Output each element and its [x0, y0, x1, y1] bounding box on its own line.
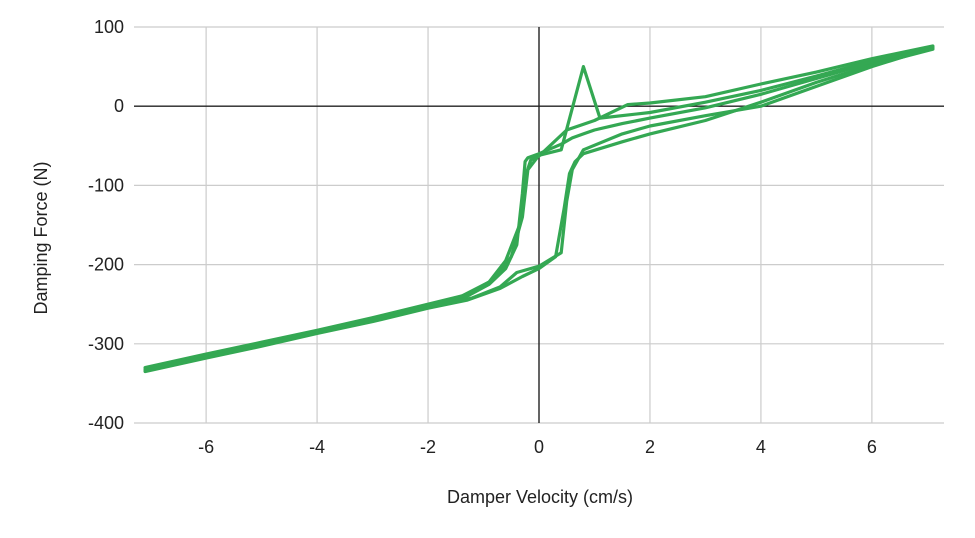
y-tick-label: 100: [94, 17, 124, 37]
y-axis-title: Damping Force (N): [31, 161, 51, 314]
y-tick-label: -300: [88, 334, 124, 354]
y-tick-label: -400: [88, 413, 124, 433]
x-tick-label: 0: [534, 437, 544, 457]
y-tick-label: -100: [88, 175, 124, 195]
x-tick-label: 2: [645, 437, 655, 457]
x-tick-labels: -6 -4 -2 0 2 4 6: [198, 437, 877, 457]
x-tick-label: -6: [198, 437, 214, 457]
x-tick-label: -4: [309, 437, 325, 457]
x-tick-label: -2: [420, 437, 436, 457]
y-tick-labels: -400 -300 -200 -100 0 100: [88, 17, 124, 433]
y-tick-label: -200: [88, 255, 124, 275]
series-layer: [143, 44, 935, 374]
x-tick-label: 6: [867, 437, 877, 457]
y-tick-label: 0: [114, 96, 124, 116]
x-axis-title: Damper Velocity (cm/s): [447, 487, 633, 507]
series-line-5: [143, 44, 935, 373]
zero-lines: [134, 27, 944, 423]
x-tick-label: 4: [756, 437, 766, 457]
